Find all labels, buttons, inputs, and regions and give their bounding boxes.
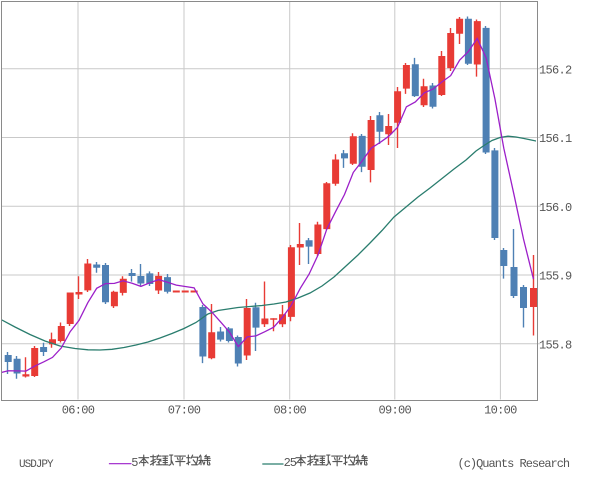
svg-text:156.0: 156.0 [539,201,572,215]
svg-text:07:00: 07:00 [168,404,201,418]
svg-text:5: 5 [131,456,138,470]
svg-text:155.9: 155.9 [539,270,572,284]
svg-text:10:00: 10:00 [484,404,517,418]
svg-text:156.1: 156.1 [539,132,572,146]
svg-text:08:00: 08:00 [273,404,306,418]
svg-text:06:00: 06:00 [62,404,95,418]
svg-text:USDJPY: USDJPY [19,459,54,471]
svg-text:155.8: 155.8 [539,338,572,352]
svg-text:09:00: 09:00 [379,404,412,418]
svg-text:(c)Quants Research: (c)Quants Research [458,457,570,471]
svg-text:156.2: 156.2 [539,63,572,77]
svg-text:25: 25 [284,456,297,470]
